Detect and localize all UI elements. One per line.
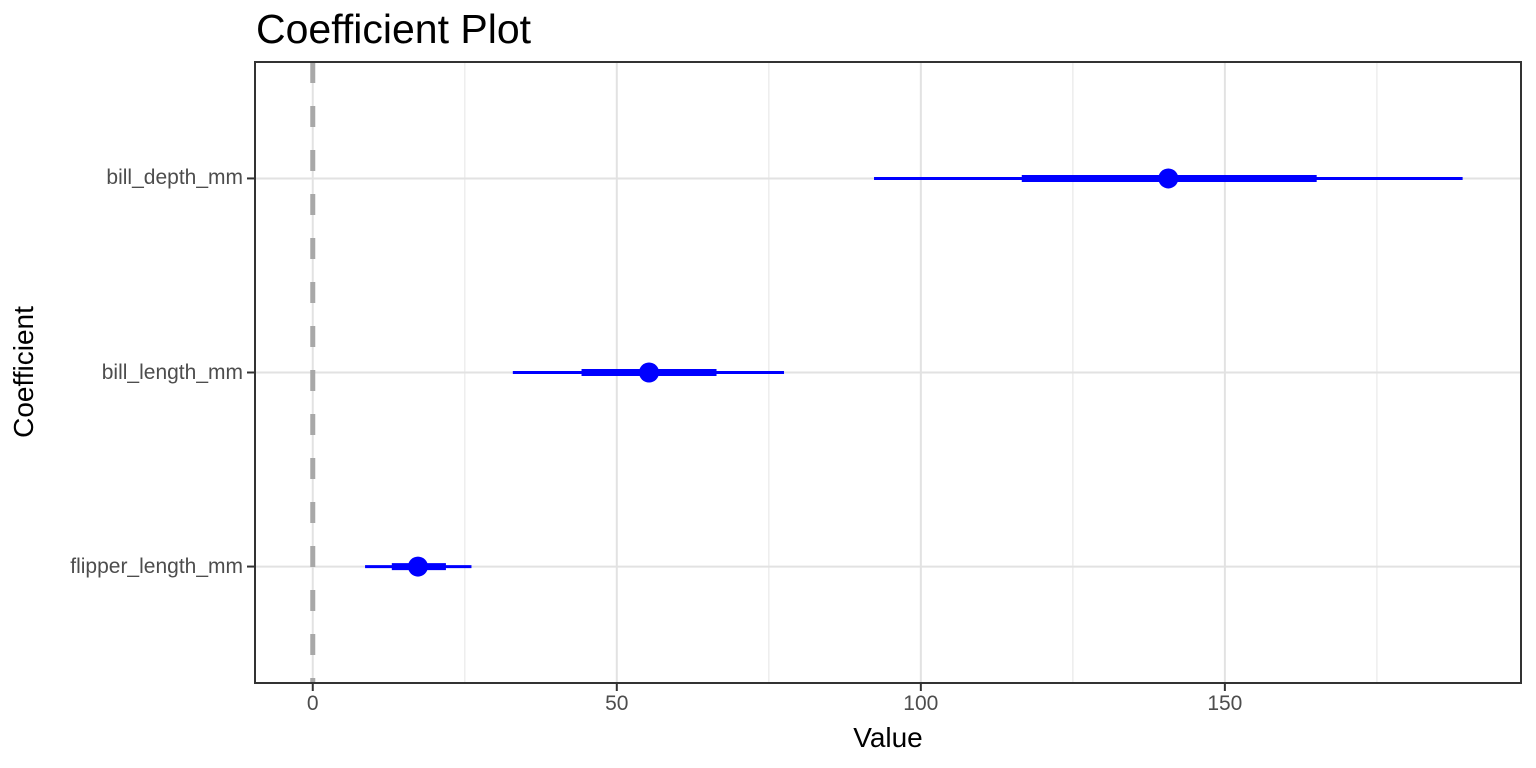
estimate-point — [1158, 168, 1179, 189]
estimate-point — [639, 362, 660, 383]
x-tick-label: 100 — [903, 692, 939, 715]
x-tick-label: 50 — [605, 692, 629, 715]
x-axis-title: Value — [853, 722, 923, 753]
y-tick-label: flipper_length_mm — [70, 554, 243, 578]
plot-title: Coefficient Plot — [256, 6, 532, 52]
estimate-point — [407, 556, 428, 577]
x-tick-label: 150 — [1207, 692, 1243, 715]
y-tick-label: bill_length_mm — [101, 360, 243, 384]
x-tick-label: 0 — [306, 692, 319, 715]
y-tick-label: bill_depth_mm — [106, 166, 243, 190]
